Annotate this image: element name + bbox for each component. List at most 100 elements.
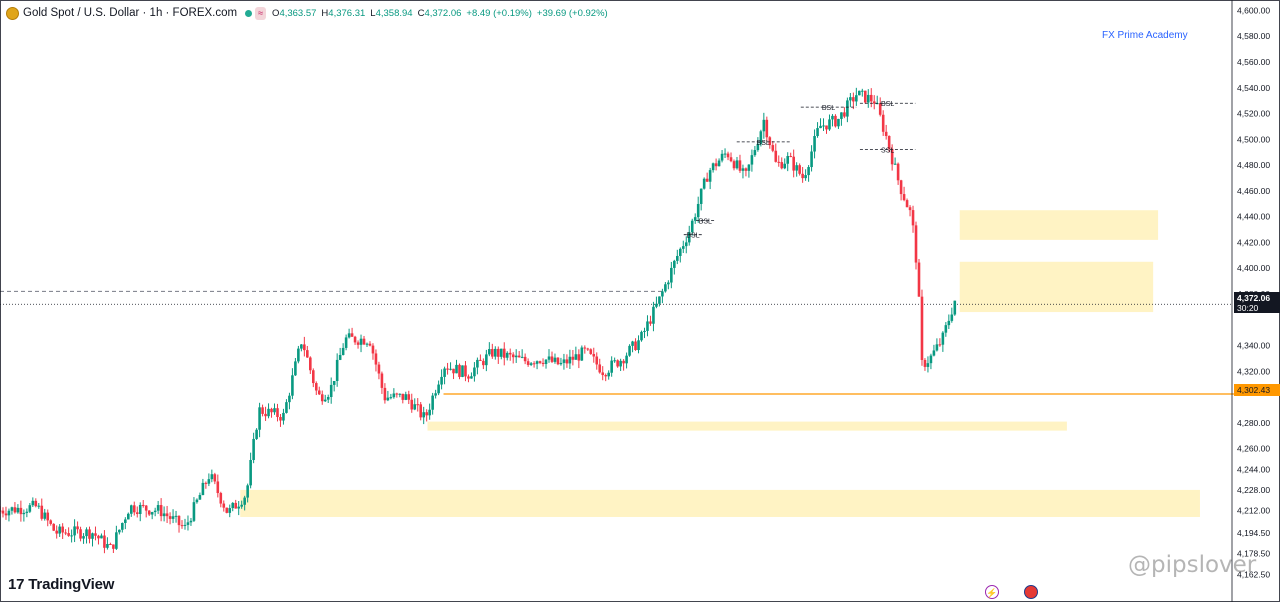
- candle: [777, 161, 781, 163]
- candle: [467, 376, 470, 379]
- candle: [947, 320, 951, 326]
- us-flag-icon[interactable]: [1024, 585, 1038, 599]
- candle: [273, 408, 276, 413]
- candle: [410, 399, 414, 410]
- candle: [735, 160, 739, 169]
- candle: [479, 359, 482, 361]
- candle: [94, 533, 97, 536]
- candle: [604, 375, 608, 377]
- candle: [825, 125, 828, 130]
- candle: [132, 505, 136, 513]
- candle: [822, 125, 825, 127]
- annotation-label-0: BSL: [699, 219, 712, 226]
- gold-symbol-icon: [6, 6, 19, 20]
- candle: [681, 246, 685, 249]
- candle: [297, 348, 300, 362]
- candle: [846, 100, 849, 117]
- candle: [714, 163, 718, 167]
- candle: [795, 165, 798, 171]
- candle: [395, 393, 399, 395]
- candle: [285, 402, 288, 413]
- candle: [658, 296, 661, 304]
- candle: [261, 407, 264, 414]
- candle: [300, 344, 303, 349]
- candle: [362, 338, 366, 345]
- candle: [4, 513, 8, 516]
- candle: [866, 94, 870, 103]
- y-tick-label: 4,178.50: [1237, 549, 1270, 559]
- candle: [115, 532, 118, 549]
- candle: [887, 135, 891, 149]
- ohlc-high: H4,376.31: [321, 7, 366, 19]
- lightning-icon[interactable]: ⚡: [985, 585, 999, 599]
- candle: [774, 150, 778, 162]
- candle: [288, 395, 291, 403]
- candle: [67, 533, 70, 536]
- candle: [720, 153, 724, 161]
- candle: [392, 393, 396, 398]
- candle: [401, 393, 405, 400]
- candle: [183, 524, 187, 526]
- candle: [514, 355, 518, 358]
- candle: [264, 413, 267, 417]
- candle: [520, 356, 524, 358]
- candle: [76, 526, 79, 530]
- candle: [592, 353, 596, 357]
- candle: [690, 220, 694, 233]
- candle: [1, 510, 5, 514]
- candle: [482, 360, 485, 366]
- candle: [85, 529, 88, 537]
- candle: [831, 115, 834, 120]
- candle: [544, 359, 548, 365]
- candle: [580, 347, 584, 361]
- candle: [368, 343, 372, 346]
- candle: [461, 365, 464, 377]
- candle: [147, 510, 151, 515]
- candle: [670, 267, 673, 283]
- candle: [547, 356, 551, 360]
- candle: [571, 356, 575, 360]
- y-tick-label: 4,194.50: [1237, 528, 1270, 538]
- ohlc-close: C4,372.06: [417, 7, 462, 19]
- candle: [595, 356, 599, 365]
- candle: [22, 512, 26, 515]
- candle: [813, 136, 816, 152]
- candle: [491, 349, 494, 357]
- candle: [419, 404, 423, 418]
- candle: [541, 362, 545, 365]
- candle: [765, 119, 769, 138]
- candle: [807, 167, 810, 176]
- y-tick-label: 4,260.00: [1237, 444, 1270, 454]
- candle: [643, 330, 646, 332]
- current-price-value: 4,372.06: [1237, 293, 1271, 303]
- candle: [452, 368, 455, 374]
- y-tick-label: 4,480.00: [1237, 160, 1270, 170]
- candle: [455, 364, 458, 374]
- candle: [407, 394, 411, 400]
- candle: [97, 535, 100, 539]
- candle: [216, 481, 220, 494]
- candle: [347, 333, 351, 338]
- candle: [708, 170, 712, 182]
- candle: [640, 331, 643, 341]
- y-tick-label: 4,340.00: [1237, 341, 1270, 351]
- candle: [171, 516, 175, 519]
- candle: [649, 321, 652, 324]
- candle: [556, 357, 560, 365]
- candle: [929, 355, 933, 364]
- symbol-title[interactable]: Gold Spot / U.S. Dollar · 1h · FOREX.com: [23, 7, 238, 19]
- candle: [204, 482, 208, 484]
- candle: [249, 459, 252, 486]
- annotation-label-3: BSL: [822, 105, 835, 112]
- candle: [753, 150, 757, 156]
- candle: [631, 341, 634, 346]
- data-badge[interactable]: ≈: [255, 6, 267, 20]
- candle: [941, 332, 945, 345]
- candle: [55, 530, 58, 534]
- candle: [267, 408, 270, 417]
- level-price-tag: 4,302.43: [1234, 384, 1280, 396]
- candle: [899, 180, 903, 195]
- tradingview-logo[interactable]: 17 TradingView: [8, 576, 114, 593]
- candle: [586, 348, 590, 350]
